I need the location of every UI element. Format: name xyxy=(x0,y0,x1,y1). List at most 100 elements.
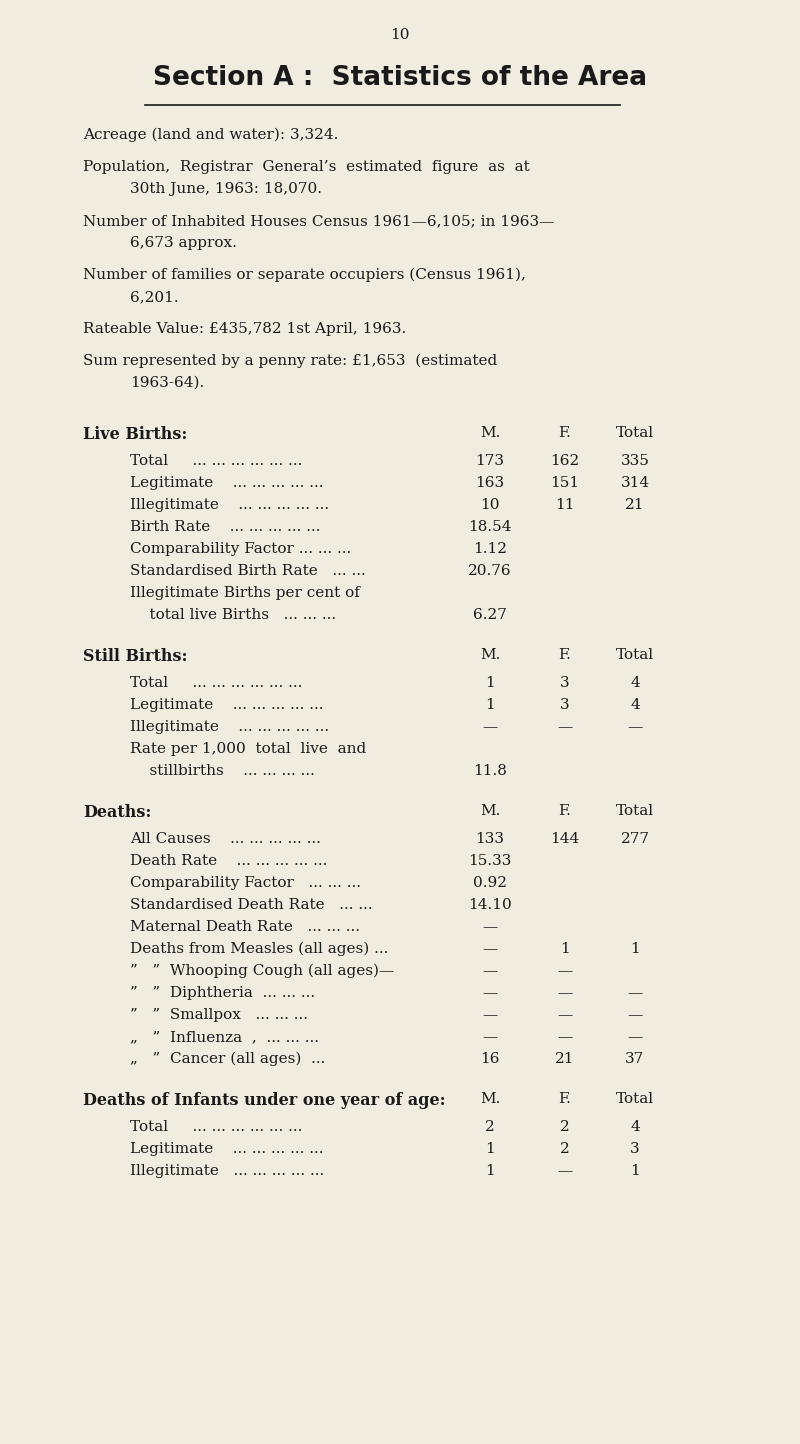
Text: 277: 277 xyxy=(621,832,650,846)
Text: 133: 133 xyxy=(475,832,505,846)
Text: 3: 3 xyxy=(630,1142,640,1157)
Text: —: — xyxy=(558,1164,573,1178)
Text: Legitimate    ... ... ... ... ...: Legitimate ... ... ... ... ... xyxy=(130,697,323,712)
Text: Maternal Death Rate   ... ... ...: Maternal Death Rate ... ... ... xyxy=(130,920,360,934)
Text: 3: 3 xyxy=(560,676,570,690)
Text: 4: 4 xyxy=(630,1121,640,1134)
Text: 1: 1 xyxy=(630,941,640,956)
Text: Legitimate    ... ... ... ... ...: Legitimate ... ... ... ... ... xyxy=(130,477,323,490)
Text: 162: 162 xyxy=(550,453,580,468)
Text: F.: F. xyxy=(558,426,571,440)
Text: ”   ”  Whooping Cough (all ages)—: ” ” Whooping Cough (all ages)— xyxy=(130,965,394,979)
Text: 2: 2 xyxy=(485,1121,495,1134)
Text: 16: 16 xyxy=(480,1053,500,1066)
Text: 1: 1 xyxy=(485,676,495,690)
Text: —: — xyxy=(482,721,498,734)
Text: 4: 4 xyxy=(630,676,640,690)
Text: 21: 21 xyxy=(626,498,645,513)
Text: stillbirths    ... ... ... ...: stillbirths ... ... ... ... xyxy=(130,764,315,778)
Text: F.: F. xyxy=(558,804,571,817)
Text: Total: Total xyxy=(616,1092,654,1106)
Text: 173: 173 xyxy=(475,453,505,468)
Text: —: — xyxy=(558,721,573,734)
Text: 163: 163 xyxy=(475,477,505,490)
Text: —: — xyxy=(558,986,573,1001)
Text: Total     ... ... ... ... ... ...: Total ... ... ... ... ... ... xyxy=(130,453,302,468)
Text: —: — xyxy=(482,965,498,978)
Text: Total: Total xyxy=(616,426,654,440)
Text: Deaths of Infants under one year of age:: Deaths of Infants under one year of age: xyxy=(83,1092,446,1109)
Text: —: — xyxy=(482,920,498,934)
Text: —: — xyxy=(482,986,498,1001)
Text: M.: M. xyxy=(480,426,500,440)
Text: 2: 2 xyxy=(560,1121,570,1134)
Text: 10: 10 xyxy=(390,27,410,42)
Text: 314: 314 xyxy=(621,477,650,490)
Text: 30th June, 1963: 18,070.: 30th June, 1963: 18,070. xyxy=(130,182,322,196)
Text: 1: 1 xyxy=(485,1164,495,1178)
Text: 1963-64).: 1963-64). xyxy=(130,375,204,390)
Text: Total     ... ... ... ... ... ...: Total ... ... ... ... ... ... xyxy=(130,1121,302,1134)
Text: 3: 3 xyxy=(560,697,570,712)
Text: —: — xyxy=(627,1008,642,1022)
Text: 2: 2 xyxy=(560,1142,570,1157)
Text: ”   ”  Smallpox   ... ... ...: ” ” Smallpox ... ... ... xyxy=(130,1008,308,1022)
Text: —: — xyxy=(627,986,642,1001)
Text: 21: 21 xyxy=(555,1053,574,1066)
Text: 6,201.: 6,201. xyxy=(130,290,178,305)
Text: Acreage (land and water): 3,324.: Acreage (land and water): 3,324. xyxy=(83,129,338,143)
Text: Rate per 1,000  total  live  and: Rate per 1,000 total live and xyxy=(130,742,366,757)
Text: Section A :  Statistics of the Area: Section A : Statistics of the Area xyxy=(153,65,647,91)
Text: —: — xyxy=(482,941,498,956)
Text: 4: 4 xyxy=(630,697,640,712)
Text: 1.12: 1.12 xyxy=(473,542,507,556)
Text: F.: F. xyxy=(558,1092,571,1106)
Text: Rateable Value: £435,782 1st April, 1963.: Rateable Value: £435,782 1st April, 1963… xyxy=(83,322,406,336)
Text: „   ”  Influenza  ,  ... ... ...: „ ” Influenza , ... ... ... xyxy=(130,1030,319,1044)
Text: —: — xyxy=(558,1030,573,1044)
Text: Standardised Death Rate   ... ...: Standardised Death Rate ... ... xyxy=(130,898,373,913)
Text: M.: M. xyxy=(480,1092,500,1106)
Text: 335: 335 xyxy=(621,453,650,468)
Text: 15.33: 15.33 xyxy=(468,853,512,868)
Text: 0.92: 0.92 xyxy=(473,877,507,890)
Text: Illegitimate    ... ... ... ... ...: Illegitimate ... ... ... ... ... xyxy=(130,498,329,513)
Text: 1: 1 xyxy=(485,697,495,712)
Text: Population,  Registrar  General’s  estimated  figure  as  at: Population, Registrar General’s estimate… xyxy=(83,160,530,173)
Text: Death Rate    ... ... ... ... ...: Death Rate ... ... ... ... ... xyxy=(130,853,327,868)
Text: M.: M. xyxy=(480,804,500,817)
Text: 6.27: 6.27 xyxy=(473,608,507,622)
Text: 11.8: 11.8 xyxy=(473,764,507,778)
Text: 20.76: 20.76 xyxy=(468,565,512,578)
Text: —: — xyxy=(627,1030,642,1044)
Text: Total: Total xyxy=(616,648,654,661)
Text: Live Births:: Live Births: xyxy=(83,426,187,443)
Text: 37: 37 xyxy=(626,1053,645,1066)
Text: 11: 11 xyxy=(555,498,574,513)
Text: 144: 144 xyxy=(550,832,580,846)
Text: F.: F. xyxy=(558,648,571,661)
Text: Legitimate    ... ... ... ... ...: Legitimate ... ... ... ... ... xyxy=(130,1142,323,1157)
Text: M.: M. xyxy=(480,648,500,661)
Text: Number of families or separate occupiers (Census 1961),: Number of families or separate occupiers… xyxy=(83,269,526,283)
Text: 151: 151 xyxy=(550,477,579,490)
Text: 1: 1 xyxy=(630,1164,640,1178)
Text: 6,673 approx.: 6,673 approx. xyxy=(130,235,237,250)
Text: Illegitimate Births per cent of: Illegitimate Births per cent of xyxy=(130,586,360,601)
Text: Deaths from Measles (all ages) ...: Deaths from Measles (all ages) ... xyxy=(130,941,388,956)
Text: Still Births:: Still Births: xyxy=(83,648,187,666)
Text: Total     ... ... ... ... ... ...: Total ... ... ... ... ... ... xyxy=(130,676,302,690)
Text: Comparability Factor ... ... ...: Comparability Factor ... ... ... xyxy=(130,542,351,556)
Text: Standardised Birth Rate   ... ...: Standardised Birth Rate ... ... xyxy=(130,565,366,578)
Text: All Causes    ... ... ... ... ...: All Causes ... ... ... ... ... xyxy=(130,832,321,846)
Text: —: — xyxy=(558,1008,573,1022)
Text: Sum represented by a penny rate: £1,653  (estimated: Sum represented by a penny rate: £1,653 … xyxy=(83,354,498,368)
Text: Deaths:: Deaths: xyxy=(83,804,151,822)
Text: 1: 1 xyxy=(485,1142,495,1157)
Text: total live Births   ... ... ...: total live Births ... ... ... xyxy=(130,608,336,622)
Text: „   ”  Cancer (all ages)  ...: „ ” Cancer (all ages) ... xyxy=(130,1053,326,1066)
Text: Number of Inhabited Houses Census 1961—6,105; in 1963—: Number of Inhabited Houses Census 1961—6… xyxy=(83,214,554,228)
Text: Illegitimate    ... ... ... ... ...: Illegitimate ... ... ... ... ... xyxy=(130,721,329,734)
Text: 1: 1 xyxy=(560,941,570,956)
Text: Total: Total xyxy=(616,804,654,817)
